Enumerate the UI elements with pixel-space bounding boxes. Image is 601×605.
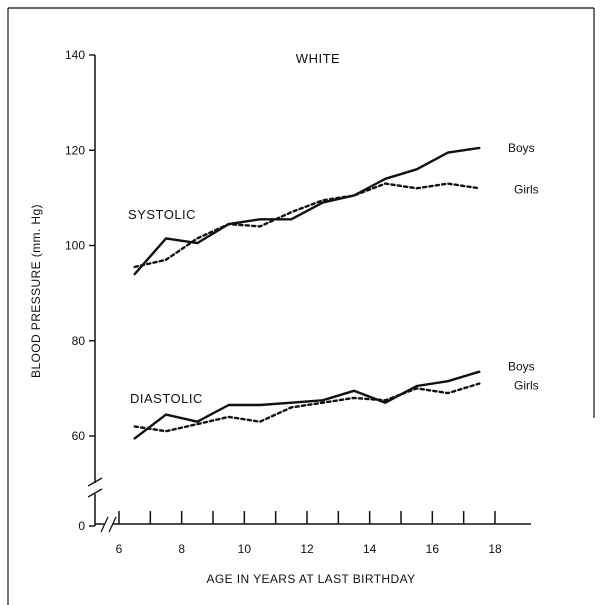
y-tick-label: 100: [65, 239, 85, 253]
systolic-girls-label: Girls: [514, 182, 539, 196]
x-tick-label: 16: [426, 542, 440, 556]
y-axis-label: BLOOD PRESSURE (mm. Hg): [29, 204, 43, 378]
chart-title: WHITE: [296, 51, 340, 66]
x-tick-label: 12: [300, 542, 314, 556]
diastolic-boys-label: Boys: [508, 360, 535, 374]
y-tick-label: 0: [78, 519, 85, 533]
diastolic-girls-line: [133, 382, 481, 433]
systolic-boys-label: Boys: [508, 141, 535, 155]
x-axis-label: AGE IN YEARS AT LAST BIRTHDAY: [206, 572, 415, 586]
x-tick-label: 18: [488, 542, 502, 556]
axes: 0 60 80 100 120 140 6 8 10 12 14 16 18: [65, 48, 531, 556]
page-frame: [7, 7, 595, 605]
systolic-girls-line: [133, 182, 481, 269]
y-tick-label: 60: [72, 429, 86, 443]
systolic-annotation: SYSTOLIC: [128, 207, 196, 222]
x-axis-break-mark: [108, 516, 117, 533]
x-tick-label: 14: [363, 542, 377, 556]
y-tick-label: 80: [72, 334, 86, 348]
y-axis-break-mark: [87, 477, 103, 487]
y-tick-label: 140: [65, 48, 85, 62]
y-tick-label: 120: [65, 143, 85, 157]
x-tick-label: 6: [116, 542, 123, 556]
x-axis-break-mark: [100, 516, 109, 533]
diastolic-girls-label: Girls: [514, 379, 539, 393]
diastolic-boys-line: [133, 370, 481, 440]
diastolic-annotation: DIASTOLIC: [130, 391, 203, 406]
series-lines: [133, 146, 481, 440]
series-labels: Boys Girls Boys Girls: [508, 141, 539, 393]
x-tick-label: 8: [178, 542, 185, 556]
y-axis-break-mark: [87, 488, 103, 498]
x-tick-label: 10: [238, 542, 252, 556]
